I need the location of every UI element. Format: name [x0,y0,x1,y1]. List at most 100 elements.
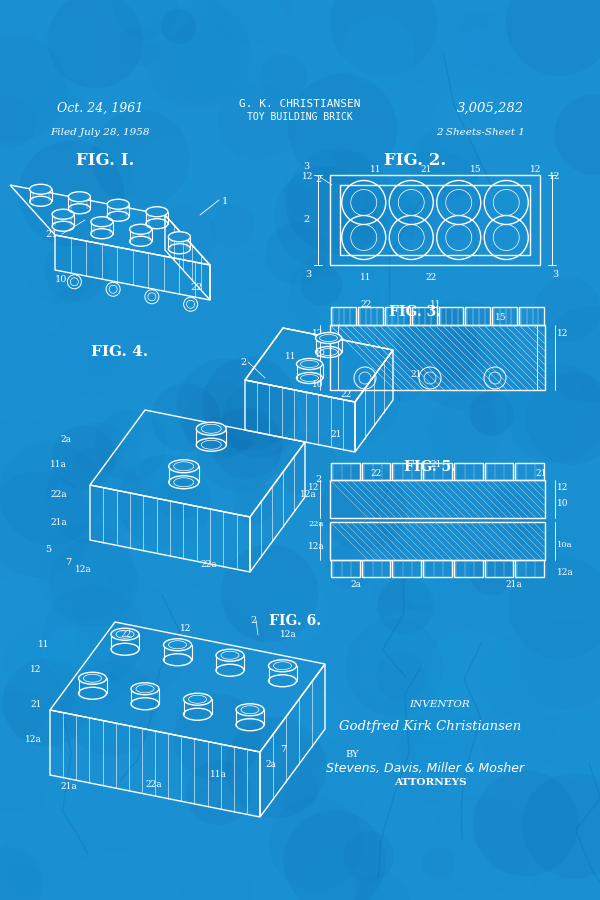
Text: 21: 21 [410,370,421,379]
Text: 10: 10 [557,499,569,508]
Ellipse shape [216,649,244,662]
Text: 22a: 22a [145,780,161,789]
Text: 15: 15 [470,165,482,174]
Text: 12: 12 [550,172,560,181]
Text: 21: 21 [430,460,442,469]
Text: 12a: 12a [300,490,317,499]
Text: 11a: 11a [210,770,227,779]
Text: 12a: 12a [75,565,92,574]
Text: 3: 3 [304,162,310,171]
Text: 5: 5 [45,545,51,554]
Text: FIG. 3.: FIG. 3. [389,305,441,319]
Text: 22a: 22a [50,490,67,499]
Text: 2: 2 [304,215,310,224]
Text: 21: 21 [45,230,58,239]
Ellipse shape [316,332,341,344]
Text: 3: 3 [552,270,558,279]
Text: 12: 12 [180,624,191,633]
Text: 2: 2 [315,175,321,184]
Text: 2a: 2a [265,760,276,769]
Text: G. K. CHRISTIANSEN: G. K. CHRISTIANSEN [239,99,361,109]
Text: 2: 2 [315,475,321,484]
Ellipse shape [91,217,113,227]
Text: 12: 12 [30,665,41,674]
Ellipse shape [236,704,264,716]
Text: 22: 22 [340,390,351,399]
Text: Filed July 28, 1958: Filed July 28, 1958 [50,128,150,137]
Ellipse shape [196,422,226,436]
Ellipse shape [184,693,212,706]
Text: 11: 11 [285,352,296,361]
Text: INVENTOR: INVENTOR [410,700,470,709]
Text: 3: 3 [305,270,311,279]
Text: 11: 11 [38,640,49,649]
Text: 12: 12 [530,165,541,174]
Text: 2a: 2a [60,435,71,444]
Text: 12a: 12a [557,568,574,577]
Text: 12: 12 [302,172,314,181]
Text: FIG. 4.: FIG. 4. [91,345,149,359]
Text: 21a: 21a [60,782,77,791]
Text: FIG. I.: FIG. I. [76,152,134,169]
Text: 7: 7 [280,745,286,754]
Ellipse shape [68,192,91,202]
Ellipse shape [269,660,296,671]
Text: 21a: 21a [505,580,522,589]
Text: 21: 21 [30,700,41,709]
Text: BY: BY [345,750,359,759]
Text: 10: 10 [312,380,323,389]
Text: 1: 1 [222,197,228,206]
Ellipse shape [146,207,168,217]
Text: 2: 2 [240,358,246,367]
Ellipse shape [163,639,191,651]
Text: 22: 22 [190,283,203,292]
Text: 11a: 11a [50,460,67,469]
Text: 12: 12 [315,350,326,359]
Ellipse shape [169,460,199,473]
Text: ATTORNEYS: ATTORNEYS [394,778,466,787]
Ellipse shape [107,199,129,210]
Text: 12a: 12a [308,542,325,551]
Text: 5: 5 [315,335,321,344]
Text: 10: 10 [55,275,67,284]
Text: 21: 21 [420,165,431,174]
Ellipse shape [79,672,107,684]
Ellipse shape [169,231,190,242]
Ellipse shape [296,358,323,370]
Text: 2 Sheets-Sheet 1: 2 Sheets-Sheet 1 [436,128,524,137]
Text: 22: 22 [425,273,436,282]
Text: 10a: 10a [557,541,572,549]
Text: FIG. 6.: FIG. 6. [269,614,321,628]
Text: 21: 21 [535,469,547,478]
Text: 2: 2 [250,616,256,625]
Text: 12a: 12a [280,630,297,639]
Ellipse shape [131,683,159,695]
Text: 21a: 21a [50,518,67,527]
Text: 2a: 2a [350,580,361,589]
Text: 22: 22 [370,469,381,478]
Text: 12a: 12a [25,735,42,744]
Text: 12: 12 [557,329,568,338]
Text: 12: 12 [557,483,568,492]
Text: 22: 22 [360,300,371,309]
Text: 21: 21 [330,430,341,439]
Text: 11: 11 [430,300,442,309]
Text: 7: 7 [65,558,71,567]
Text: FIG. 2.: FIG. 2. [384,152,446,169]
Text: 11: 11 [370,165,382,174]
Text: FIG. 5.: FIG. 5. [404,460,456,474]
Ellipse shape [52,210,74,220]
Text: 15: 15 [495,313,506,322]
Text: Godtfred Kirk Christiansen: Godtfred Kirk Christiansen [339,720,521,733]
Text: 22: 22 [120,630,131,639]
Ellipse shape [130,224,152,234]
Text: Oct. 24, 1961: Oct. 24, 1961 [57,102,143,115]
Text: 12: 12 [312,329,323,338]
Text: 22a: 22a [308,520,323,528]
Text: Stevens, Davis, Miller & Mosher: Stevens, Davis, Miller & Mosher [326,762,524,775]
Ellipse shape [29,184,52,194]
Text: 11: 11 [360,273,371,282]
Text: TOY BUILDING BRICK: TOY BUILDING BRICK [247,112,353,122]
Text: 22a: 22a [200,560,217,569]
Ellipse shape [111,628,139,640]
